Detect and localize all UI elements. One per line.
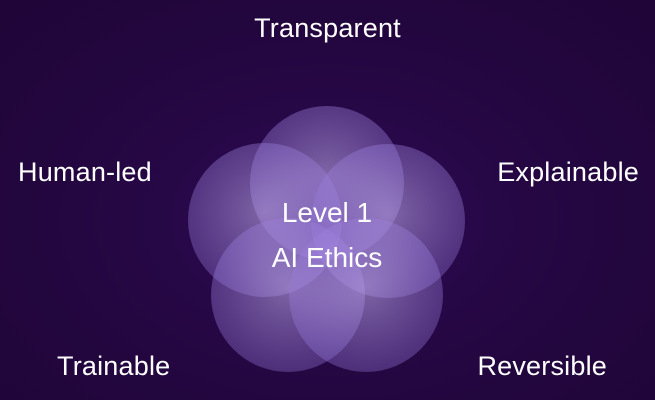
label-reversible: Reversible bbox=[477, 351, 607, 381]
label-transparent: Transparent bbox=[254, 13, 401, 43]
label-trainable: Trainable bbox=[57, 351, 171, 381]
center-title-line1: Level 1 bbox=[281, 197, 373, 228]
label-explainable: Explainable bbox=[497, 157, 639, 187]
center-title-line2: AI Ethics bbox=[271, 242, 383, 273]
circle-reversible bbox=[289, 218, 443, 372]
label-human-led: Human-led bbox=[18, 157, 152, 187]
